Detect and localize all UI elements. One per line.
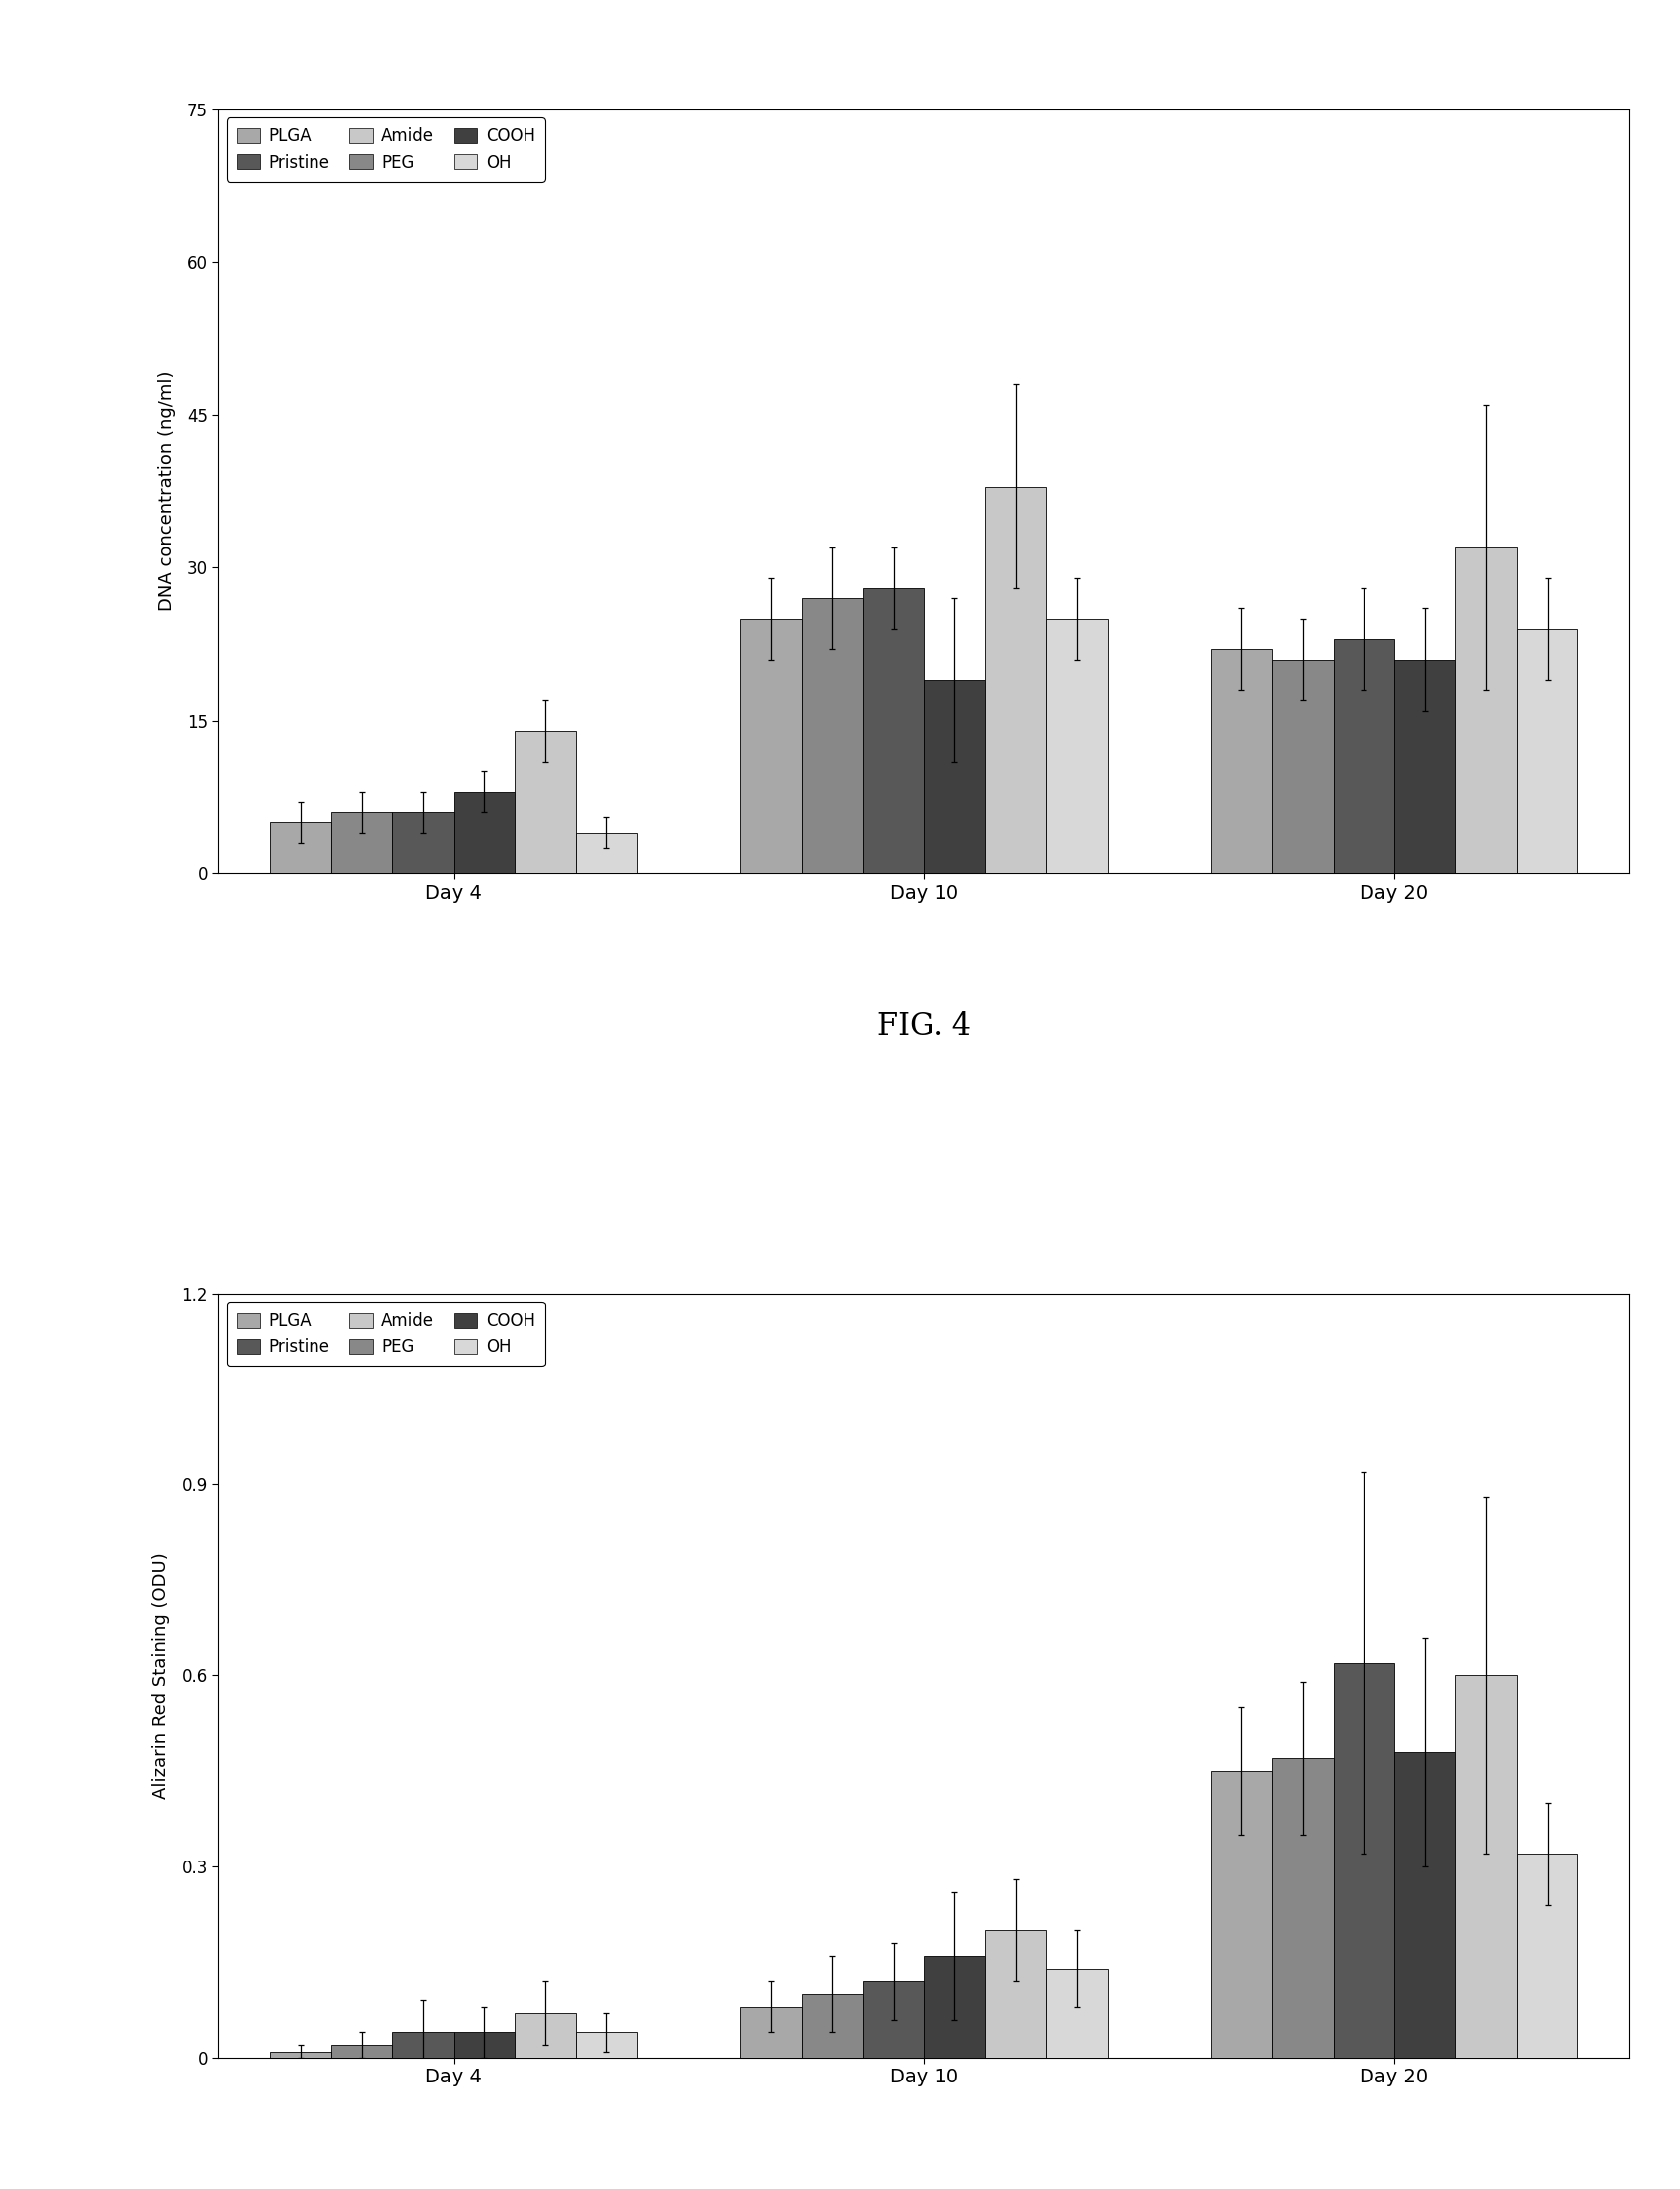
Bar [1455,1675,1517,2058]
Bar [1272,659,1334,873]
Bar [393,2031,454,2058]
Bar [801,1994,864,2058]
Bar [1047,1968,1107,2058]
Bar [984,1931,1047,2058]
Bar [576,2031,637,2058]
Bar [1334,639,1394,873]
Bar [514,2014,576,2058]
Bar [270,823,331,873]
Bar [924,681,984,873]
Bar [1394,1751,1455,2058]
Bar [1455,547,1517,873]
Bar [1517,1854,1578,2058]
Bar [1334,1664,1394,2058]
Bar [1517,628,1578,873]
Bar [1211,1771,1272,2058]
Bar [864,589,924,873]
Bar [924,1955,984,2058]
Bar [1394,659,1455,873]
Legend: PLGA, Pristine, Amide, PEG, COOH, OH: PLGA, Pristine, Amide, PEG, COOH, OH [227,118,546,182]
Bar [741,2007,801,2058]
Bar [984,486,1047,873]
Y-axis label: DNA concentration (ng/ml): DNA concentration (ng/ml) [158,372,176,611]
Bar [576,832,637,873]
Bar [801,598,864,873]
Bar [331,2045,393,2058]
Bar [454,792,514,873]
Y-axis label: Alizarin Red Staining (ODU): Alizarin Red Staining (ODU) [153,1552,171,1799]
Bar [1211,650,1272,873]
Bar [393,812,454,873]
Bar [1272,1758,1334,2058]
Text: FIG. 4: FIG. 4 [877,1011,971,1042]
Legend: PLGA, Pristine, Amide, PEG, COOH, OH: PLGA, Pristine, Amide, PEG, COOH, OH [227,1302,546,1366]
Bar [331,812,393,873]
Bar [864,1981,924,2058]
Bar [514,731,576,873]
Bar [454,2031,514,2058]
Bar [741,619,801,873]
Bar [270,2051,331,2058]
Bar [1047,619,1107,873]
